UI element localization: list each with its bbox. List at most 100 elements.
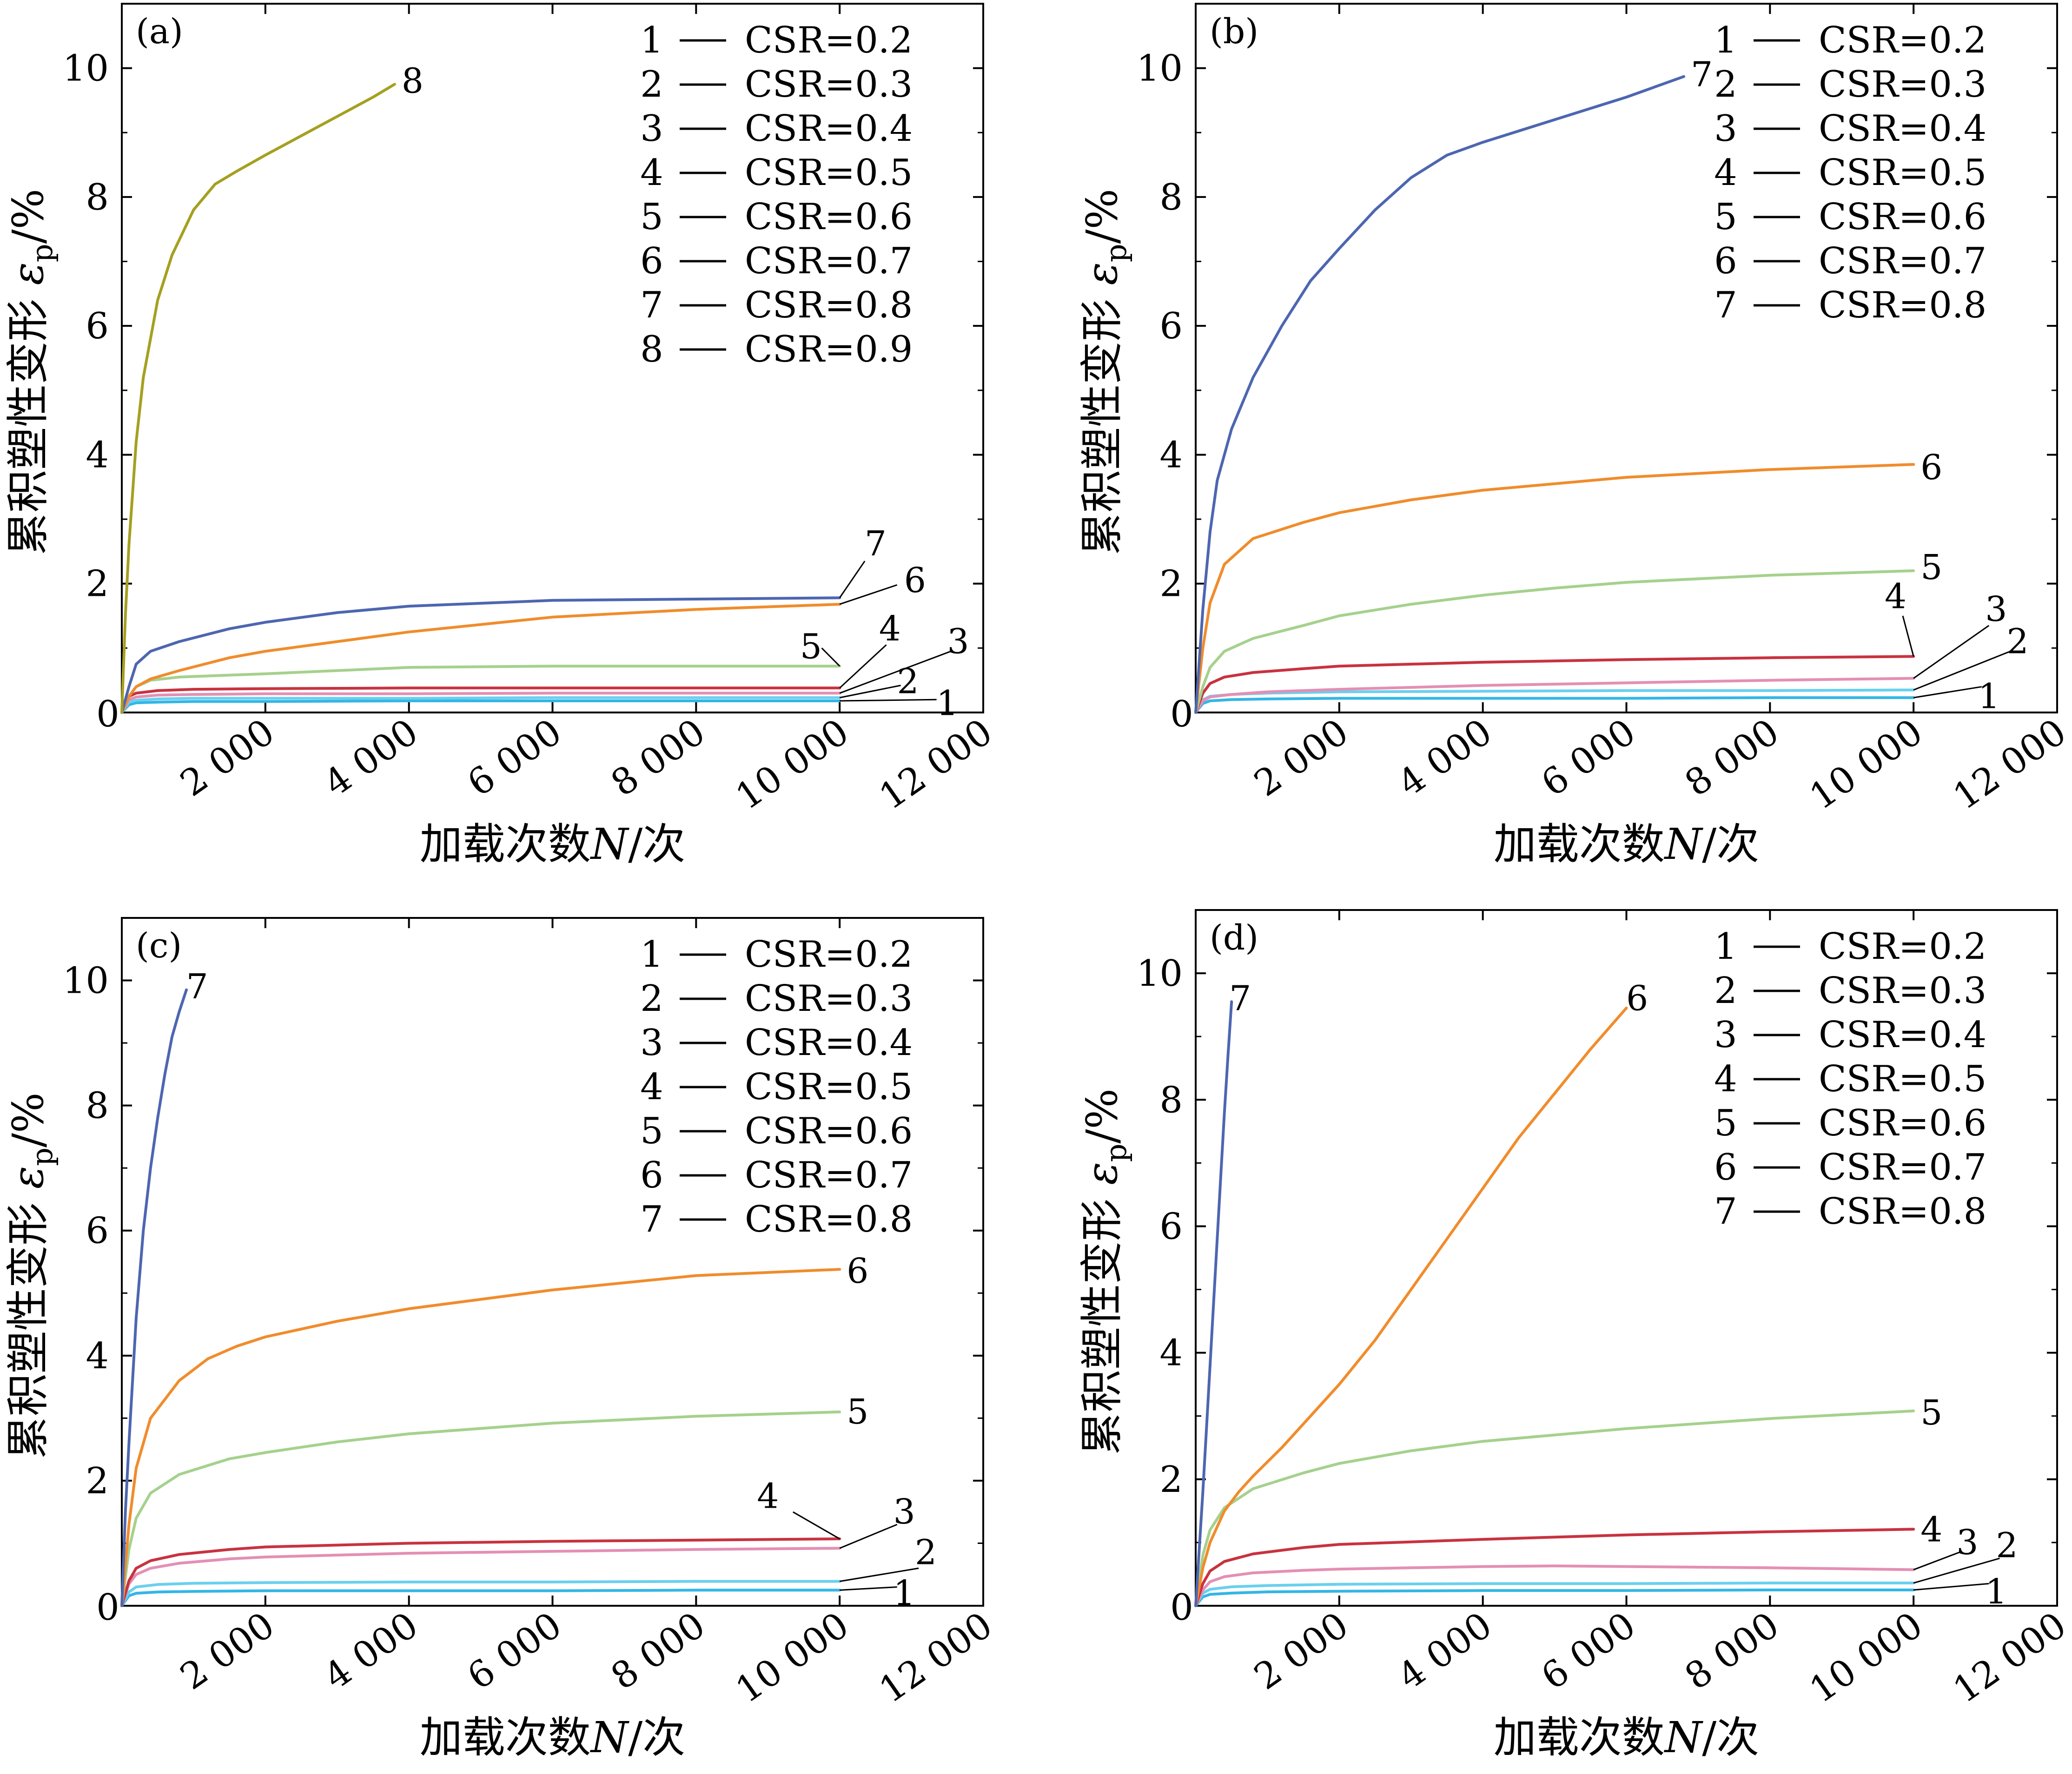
- legend-label: CSR=0.4: [1819, 1014, 1986, 1056]
- x-tick-label: 12 000: [1946, 1604, 2072, 1711]
- y-tick-label: 10: [1137, 953, 1183, 995]
- panel-tag: (c): [136, 926, 182, 966]
- curve-label: 7: [186, 967, 208, 1007]
- legend-number: 5: [1714, 1102, 1737, 1144]
- x-tick-label: 6 000: [460, 711, 569, 805]
- curve-label: 3: [1985, 589, 2007, 629]
- curve-label: 2: [915, 1533, 937, 1573]
- series-line-2: [1194, 1582, 1915, 1607]
- legend-number: 3: [1714, 1014, 1737, 1056]
- chart-panel-3: 0 2 000 4 000 6 000 8 000 10 000 12 000 2 4 6 8 10 加…: [3, 917, 1000, 1762]
- x-tick-label: 8 000: [604, 711, 713, 805]
- series-line-1: [1194, 696, 1915, 714]
- curve-label: 5: [1920, 547, 1942, 587]
- x-axis-label-unit: /次: [1702, 819, 1759, 869]
- x-axis-label-unit: /次: [628, 1713, 685, 1762]
- legend-label: CSR=0.7: [745, 1154, 913, 1196]
- curve-label: 8: [402, 61, 424, 101]
- legend-number: 8: [640, 329, 663, 370]
- y-axis-label-text: 累积塑性变形: [3, 1189, 53, 1459]
- series-line-7: [1194, 75, 1685, 714]
- y-axis-label: 累积塑性变形 εp/%: [1077, 189, 1133, 555]
- legend-label: CSR=0.5: [1819, 152, 1986, 194]
- x-tick-label: 0: [1170, 1587, 1193, 1629]
- x-tick-label: 8 000: [1678, 1604, 1787, 1698]
- legend-number: 6: [640, 1154, 663, 1196]
- curve-label: 5: [847, 1392, 868, 1432]
- legend-label: CSR=0.7: [1819, 240, 1986, 282]
- y-tick-label: 10: [63, 48, 109, 90]
- x-axis-label-var: N: [1664, 1713, 1704, 1762]
- y-tick-label: 6: [86, 1210, 109, 1252]
- curve-label: 1: [1985, 1572, 2007, 1612]
- legend-label: CSR=0.8: [1819, 1191, 1986, 1233]
- x-tick-label: 12 000: [1946, 711, 2072, 818]
- legend-number: 5: [640, 1110, 663, 1152]
- x-axis-label: 加载次数N/次: [1494, 1713, 1760, 1762]
- curve-label: 1: [1978, 676, 2000, 716]
- y-tick-label: 6: [1159, 1206, 1183, 1247]
- legend-number: 3: [1714, 108, 1737, 150]
- y-tick-label: 4: [86, 1335, 109, 1377]
- curve-label: 3: [1956, 1523, 1978, 1563]
- curve-label: 6: [904, 561, 926, 600]
- x-axis-label: 加载次数N/次: [420, 1713, 686, 1762]
- legend-label: CSR=0.3: [745, 64, 913, 106]
- series-line-7: [1194, 1000, 1233, 1607]
- x-tick-label: 2 000: [1247, 1604, 1356, 1698]
- legend-number: 1: [640, 20, 663, 61]
- x-tick-label: 4 000: [317, 711, 426, 805]
- x-tick-label: 12 000: [872, 1604, 1000, 1711]
- x-axis-label-var: N: [1664, 819, 1704, 869]
- curve-label: 3: [894, 1492, 915, 1532]
- curve-label: 7: [1229, 979, 1251, 1019]
- series-line-4: [1194, 655, 1915, 714]
- curve-label-leader: [839, 685, 901, 699]
- y-tick-label: 4: [1159, 434, 1183, 476]
- y-axis-label: 累积塑性变形 εp/%: [1077, 1088, 1133, 1455]
- curve-label: 4: [879, 609, 901, 649]
- x-tick-label: 0: [1170, 693, 1193, 735]
- curve-label: 3: [947, 622, 969, 662]
- y-tick-label: 6: [1159, 305, 1183, 347]
- x-tick-label: 6 000: [1534, 1604, 1643, 1698]
- curve-label-leader: [839, 584, 898, 605]
- panel-tag: (d): [1210, 918, 1258, 958]
- x-tick-label: 8 000: [1678, 711, 1787, 805]
- curve-label: 4: [757, 1477, 779, 1517]
- series-line-2: [120, 1580, 841, 1607]
- legend-number: 6: [1714, 240, 1737, 282]
- series-line-3: [120, 1547, 841, 1607]
- curve-label-leader: [839, 650, 952, 694]
- legend-label: CSR=0.6: [1819, 1102, 1986, 1144]
- y-tick-label: 8: [86, 177, 109, 218]
- curve-label: 1: [894, 1573, 915, 1613]
- y-axis-label-text: 累积塑性变形: [3, 285, 53, 555]
- series-line-6: [120, 1268, 841, 1607]
- x-tick-label: 0: [96, 1587, 119, 1629]
- curve-label-leader: [1913, 650, 2011, 691]
- y-axis-label-sub: p: [1099, 244, 1133, 263]
- y-tick-label: 10: [1137, 48, 1183, 90]
- curve-label-leader: [840, 699, 937, 702]
- legend-label: CSR=0.8: [745, 284, 913, 326]
- legend-number: 2: [1714, 64, 1737, 106]
- series-line-7: [120, 988, 188, 1607]
- x-tick-label: 10 000: [1802, 711, 1930, 818]
- legend-label: CSR=0.4: [745, 1022, 913, 1064]
- legend-number: 1: [1714, 926, 1737, 968]
- curve-label-leader: [1913, 1557, 2000, 1584]
- x-axis-label-text: 加载次数: [420, 819, 591, 869]
- series-line-6: [1194, 1006, 1628, 1607]
- curve-label: 4: [1920, 1510, 1942, 1550]
- legend-number: 4: [1714, 1058, 1737, 1100]
- curve-label: 7: [1691, 55, 1713, 95]
- y-axis-label-sub: p: [25, 1147, 59, 1166]
- curve-label-leader: [821, 647, 841, 667]
- y-tick-label: 8: [1159, 177, 1183, 218]
- y-axis-label: 累积塑性变形 εp/%: [3, 189, 59, 555]
- panel-tag: (b): [1210, 12, 1258, 52]
- legend-label: CSR=0.2: [745, 934, 913, 976]
